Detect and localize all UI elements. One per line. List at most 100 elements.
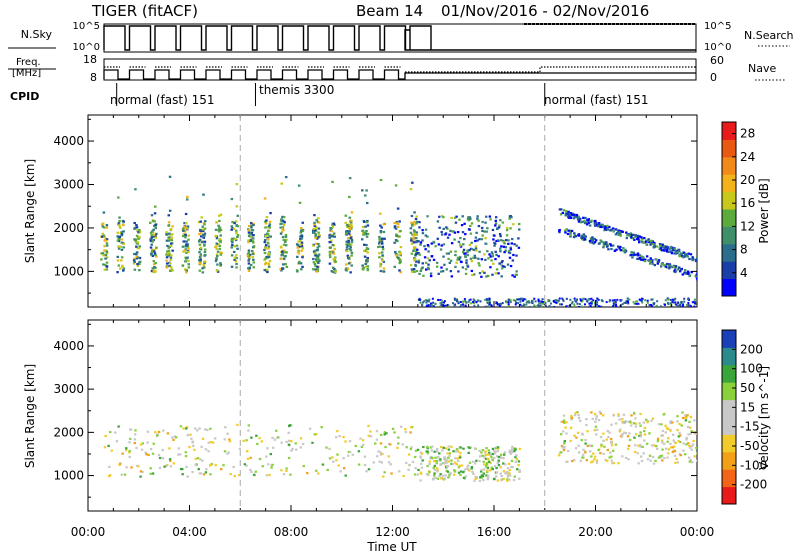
echo-cell [251,256,255,259]
echo-cell [499,303,502,306]
echo-cell [183,225,186,228]
echo-cell [231,241,234,244]
echo-cell [500,245,503,248]
echo-cell [347,454,350,457]
echo-cell [120,241,124,244]
echo-cell [299,437,303,440]
echo-cell [514,448,517,451]
echo-cell [295,448,298,451]
echo-cell [477,224,481,228]
echo-cell [577,220,581,223]
echo-cell [330,235,334,238]
echo-cell [318,259,321,262]
echo-cell [656,437,660,440]
echo-cell [165,256,169,259]
echo-cell [411,239,415,242]
echo-cell [462,476,466,479]
echo-cell [412,234,416,237]
echo-cell [301,247,305,250]
power-echoes [100,175,697,307]
echo-cell [328,253,332,256]
echo-cell [447,460,450,463]
time-tick-label: 04:00 [172,525,207,539]
echo-cell [204,428,207,431]
echo-cell [645,243,649,246]
echo-cell [496,301,499,304]
echo-cell [505,229,509,232]
echo-cell [612,462,616,465]
echo-cell [459,260,463,263]
echo-cell [696,278,697,281]
echo-cell [589,237,593,240]
echo-cell [431,304,434,307]
echo-cell [506,474,510,477]
echo-cell [474,245,478,248]
echo-cell [284,240,287,244]
echo-cell [360,445,364,448]
echo-cell [475,231,478,234]
echo-cell [279,222,282,226]
echo-cell [467,301,470,304]
echo-cell [345,250,349,253]
echo-cell [273,438,277,441]
echo-cell [117,196,120,199]
echo-cell [139,475,142,478]
echo-cell [129,428,133,431]
echo-cell [153,266,156,269]
echo-cell [569,439,572,443]
echo-cell [184,454,188,458]
echo-cell [430,302,433,305]
echo-cell [219,262,222,265]
echo-cell [575,298,578,301]
echo-cell [250,226,253,229]
echo-cell [121,452,124,455]
echo-cell [623,301,626,304]
echo-cell [451,230,454,233]
echo-cell [602,414,605,417]
echo-cell [667,298,670,301]
echo-cell [476,217,479,220]
echo-cell [203,260,206,263]
echo-cell [117,223,121,226]
cpid-mode-normal-2: normal (fast) 151 [544,93,648,107]
time-tick-label: 16:00 [477,525,512,539]
echo-cell [199,458,202,461]
echo-cell [187,247,190,250]
echo-cell [280,250,284,253]
echo-cell [347,262,351,265]
echo-cell [571,460,574,463]
echo-cell [493,478,496,481]
echo-cell [588,298,591,301]
echo-cell [593,413,597,416]
echo-cell [461,266,465,269]
echo-cell [268,223,272,226]
echo-cell [578,419,582,422]
echo-cell [198,472,202,475]
echo-cell [105,265,109,268]
echo-cell [345,246,349,249]
echo-cell [608,299,611,302]
echo-cell [495,466,498,470]
echo-cell [415,233,419,236]
echo-cell [215,269,219,272]
echo-cell [207,441,211,444]
echo-cell [411,460,415,463]
echo-cell [576,218,580,221]
echo-cell [597,305,600,307]
echo-cell [279,219,283,222]
echo-cell [588,450,592,453]
echo-cell [651,240,655,244]
echo-cell [216,270,220,273]
echo-cell [185,271,188,274]
echo-cell [621,433,624,436]
echo-cell [470,247,474,251]
echo-cell [232,237,235,240]
echo-cell [411,224,414,227]
time-tick-label: 12:00 [375,525,410,539]
echo-cell [676,415,679,418]
echo-cell [105,226,109,229]
echo-cell [362,230,365,233]
echo-cell [317,253,321,256]
echo-cell [494,222,498,225]
echo-cell [497,255,500,258]
